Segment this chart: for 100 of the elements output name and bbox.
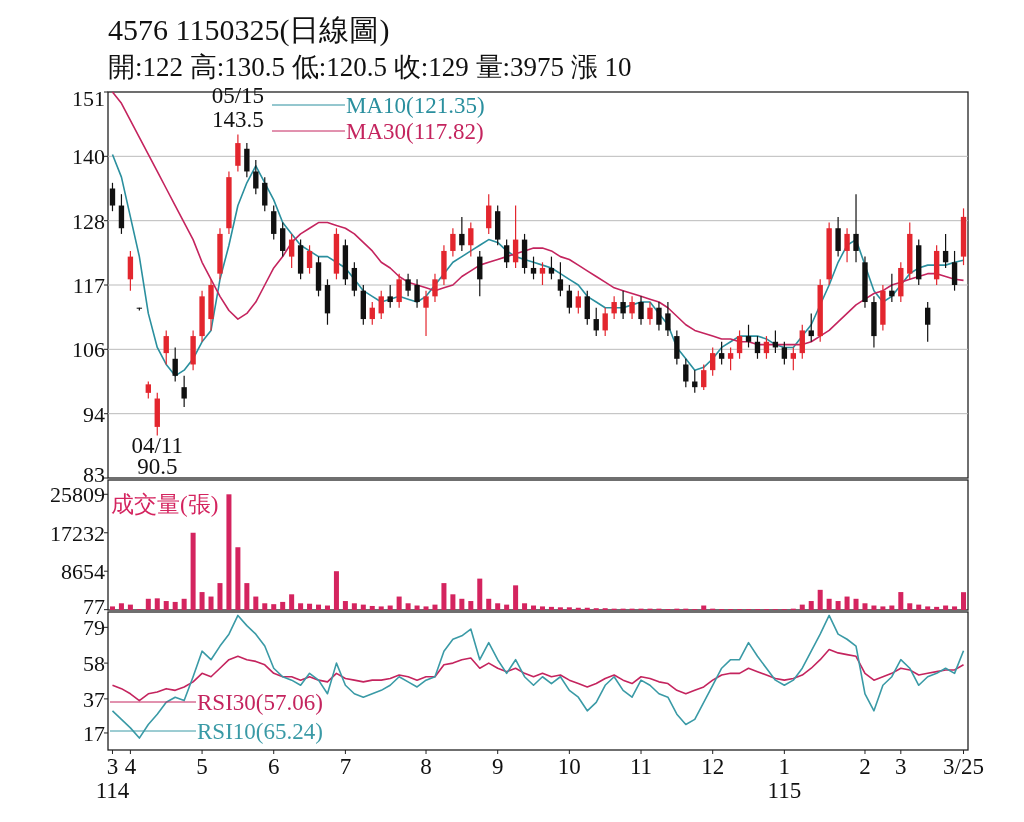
bar [862,603,868,610]
candlestick [951,250,958,292]
bar [289,594,295,610]
candlestick [351,261,358,297]
bar [181,598,187,610]
candlestick [701,363,707,391]
bar [316,604,322,610]
y-tick-label: 94 [83,401,105,427]
candlestick [790,346,796,371]
candlestick [602,307,608,337]
candlestick [557,261,564,297]
bar [262,603,268,610]
y-tick-label: 151 [72,86,105,111]
y-tick-label: 17232 [50,520,105,546]
candlestick [414,278,420,309]
candlestick [387,284,393,309]
x-tick-label: 3/25 [943,754,984,779]
candlestick [611,295,617,320]
candlestick [835,216,841,258]
candlestick [244,142,250,178]
candlestick [369,301,375,326]
x-tick-label: 7 [339,754,352,779]
legend: 成交量(張) [111,492,219,517]
bar [450,594,456,610]
title: 4576 1150325(日線圖) [108,13,390,46]
bar [952,606,958,610]
bar [441,583,447,610]
bar [701,605,707,610]
candlestick [468,221,474,258]
bar [342,601,348,610]
bar [351,603,357,610]
candlestick [665,301,671,337]
y-tick-label: 140 [72,144,105,170]
bar [898,592,904,610]
bar [244,583,250,610]
legend: RSI10(65.24) [197,719,323,744]
bar [504,604,510,610]
bar [889,605,895,610]
x-tick-label: 8 [420,754,432,779]
bar [226,494,232,610]
candlestick [378,290,384,320]
bar [235,547,241,610]
bar [566,607,572,610]
candlestick [172,346,178,383]
x-tick-label: 1 115 [767,754,802,804]
candlestick [674,329,680,366]
candlestick [109,182,116,212]
candlestick [754,335,761,360]
bar [333,571,339,610]
candlestick [889,273,895,303]
candlestick [853,193,859,263]
x-tick-label: 3 [895,754,907,779]
candlestick [593,307,599,337]
candlestick [942,233,949,269]
candlestick [575,290,581,314]
bar [118,603,124,610]
candlestick [118,193,125,235]
bar [109,606,115,610]
bar [916,604,922,610]
bar [369,605,375,610]
candlestick [253,159,259,195]
bar [548,606,554,610]
line-series [111,153,965,377]
bar [414,605,420,610]
bar [154,598,160,610]
x-tick-label: 5 [196,754,208,779]
bar [907,603,913,610]
candlestick [584,290,590,326]
candlestick [477,250,483,297]
bar [961,592,967,610]
bar [844,596,850,610]
subtitle: 開:122 高:130.5 低:120.5 收:129 量:3975 漲 10 [108,52,632,82]
candlestick [629,295,635,320]
bar [387,605,393,610]
x-tick-label: 12 [701,754,725,779]
candlestick [530,256,537,280]
y-tick-label: 37 [83,686,105,712]
annotation: 143.5 [212,106,264,132]
candlestick [736,329,743,360]
candlestick [763,335,770,360]
bar [871,605,877,610]
x-tick-label: 2 [859,754,871,779]
bar [925,606,931,610]
bar [459,598,465,610]
bar [539,606,545,610]
candlestick [235,133,241,173]
candlestick [718,341,725,366]
bar [880,606,886,610]
y-tick-label: 58 [83,651,105,677]
candlestick [781,341,788,366]
bar [808,601,814,610]
bar [584,607,590,610]
candlestick [127,250,134,292]
bar [495,603,501,610]
bar [835,601,841,610]
bar [163,601,169,610]
candlestick [396,273,402,309]
bar [531,605,537,610]
candlestick [638,295,644,326]
bar [298,603,304,610]
